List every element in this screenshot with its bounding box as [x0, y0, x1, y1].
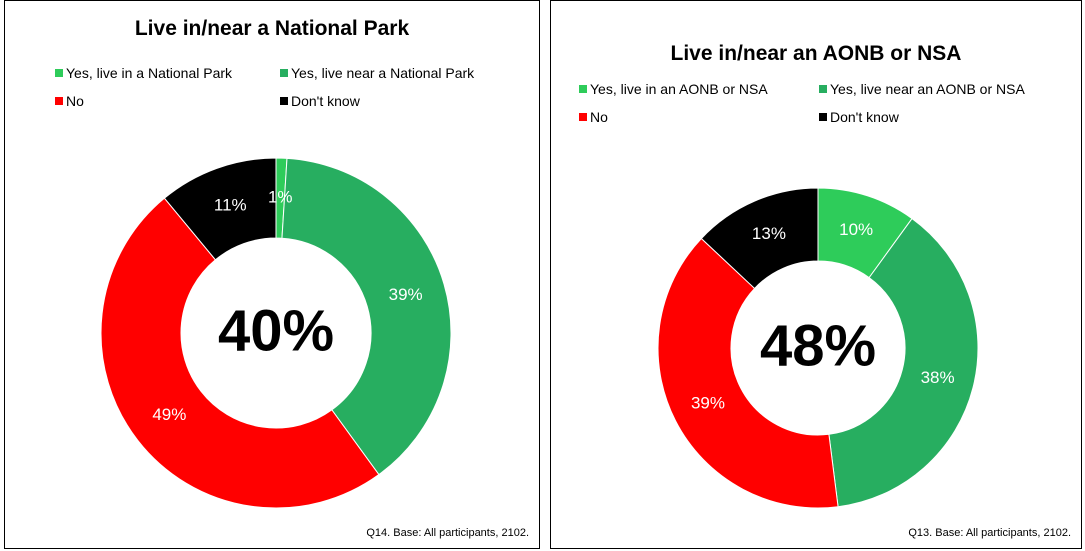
legend-item-yes-live: Yes, live in an AONB or NSA: [579, 81, 768, 97]
chart-panel-national-park: Live in/near a National Park Yes, live i…: [4, 0, 540, 549]
legend-swatch: [55, 69, 63, 77]
donut-slice-yes-near: [828, 217, 979, 508]
slice-value-label: 10%: [839, 220, 873, 239]
legend-label: Don't know: [291, 93, 360, 109]
donut-center-label: 48%: [760, 313, 876, 378]
donut-center-label: 40%: [218, 298, 334, 363]
slice-value-label: 11%: [214, 195, 247, 214]
legend-item-dont-know: Don't know: [819, 109, 899, 125]
legend-label: Don't know: [830, 109, 899, 125]
legend-label: Yes, live in an AONB or NSA: [590, 81, 768, 97]
base-note: Q14. Base: All participants, 2102.: [366, 527, 529, 539]
legend-label: No: [590, 109, 608, 125]
legend-item-no: No: [579, 109, 608, 125]
legend-item-yes-near: Yes, live near a National Park: [280, 65, 474, 81]
chart-title: Live in/near an AONB or NSA: [670, 42, 962, 65]
legend-label: Yes, live in a National Park: [66, 65, 233, 81]
slice-value-label: 38%: [921, 368, 955, 387]
legend-label: No: [66, 93, 84, 109]
donut-chart: 10% 38% 39% 13% 48%: [657, 187, 979, 509]
base-note: Q13. Base: All participants, 2102.: [908, 527, 1071, 539]
donut-slice-dont-know: [163, 157, 277, 261]
slice-value-label: 13%: [752, 224, 786, 243]
chart-title: Live in/near a National Park: [134, 17, 410, 40]
legend-item-dont-know: Don't know: [280, 93, 360, 109]
legend-swatch: [280, 69, 288, 77]
slice-value-label: 39%: [691, 394, 725, 413]
donut-slice-dont-know: [700, 187, 819, 290]
donut-slice-no: [657, 237, 839, 509]
legend-swatch: [579, 113, 587, 121]
legend-item-yes-near: Yes, live near an AONB or NSA: [819, 81, 1025, 97]
legend-swatch: [280, 97, 288, 105]
legend-swatch: [819, 85, 827, 93]
slice-value-label: 39%: [389, 285, 423, 304]
donut-chart: 1% 39% 49% 11% 40%: [100, 157, 452, 509]
chart-panel-aonb-nsa: Live in/near an AONB or NSA Yes, live in…: [550, 0, 1082, 549]
donut-slice-no: [100, 197, 380, 509]
legend-swatch: [579, 85, 587, 93]
legend-item-no: No: [55, 93, 84, 109]
legend-item-yes-live: Yes, live in a National Park: [55, 65, 232, 81]
legend-label: Yes, live near a National Park: [291, 65, 475, 81]
slice-value-label: 1%: [268, 188, 293, 207]
legend-swatch: [55, 97, 63, 105]
legend-label: Yes, live near an AONB or NSA: [830, 81, 1025, 97]
donut-slice-yes-near: [281, 157, 452, 476]
slice-value-label: 49%: [152, 405, 186, 424]
legend-swatch: [819, 113, 827, 121]
